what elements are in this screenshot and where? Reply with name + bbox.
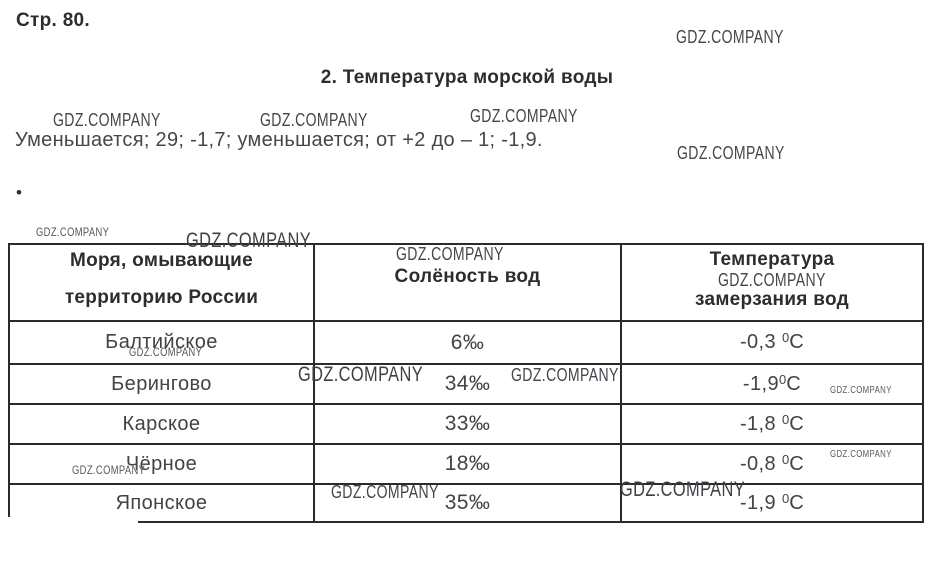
header-temperature-line2: замерзания вод xyxy=(694,289,850,310)
temperature-unit: C xyxy=(789,452,805,475)
salinity-cell: 34‰ xyxy=(313,363,622,405)
watermark: GDZ.COMPANY xyxy=(620,478,746,501)
salinity-cell: 6‰ xyxy=(313,320,622,365)
seas-table: Моря, омывающие территорию России Солёно… xyxy=(8,243,924,523)
salinity-cell: 18‰ xyxy=(313,443,622,485)
watermark: GDZ.COMPANY xyxy=(53,110,161,130)
sea-name-cell: Берингово xyxy=(8,363,315,405)
header-seas-line1: Моря, омывающие xyxy=(69,250,254,271)
bullet-point: • xyxy=(16,183,22,202)
table-row: Берингово 34‰ -1,90C xyxy=(8,363,924,405)
header-temperature: Температура замерзания вод xyxy=(620,243,924,322)
watermark: GDZ.COMPANY xyxy=(511,365,619,385)
header-salinity-line1: Солёность вод xyxy=(394,266,541,287)
temperature-cell: -0,3 0C xyxy=(620,320,924,365)
watermark: GDZ.COMPANY xyxy=(186,229,312,252)
temperature-degree-sup: 0 xyxy=(779,371,787,387)
table-row: Карское 33‰ -1,8 0C xyxy=(8,403,924,445)
temperature-degree-sup: 0 xyxy=(781,490,790,506)
header-salinity: Солёность вод xyxy=(313,243,622,322)
temperature-value: -0,8 xyxy=(739,452,782,475)
sea-name-cell: Японское xyxy=(8,483,315,523)
salinity-cell: 35‰ xyxy=(313,483,622,523)
temperature-value: -1,9 xyxy=(742,372,779,395)
answer-text: Уменьшается; 29; -1,7; уменьшается; от +… xyxy=(15,129,543,151)
watermark: GDZ.COMPANY xyxy=(470,106,578,126)
temperature-cell: -0,8 0C xyxy=(620,443,924,485)
temperature-unit: C xyxy=(789,331,805,353)
temperature-cell: -1,8 0C xyxy=(620,403,924,445)
temperature-cell: -1,9 0C xyxy=(620,483,924,523)
temperature-value: -1,9 xyxy=(739,491,782,514)
sea-name-cell: Балтийское xyxy=(8,320,315,365)
temperature-degree-sup: 0 xyxy=(781,451,790,467)
temperature-unit: C xyxy=(786,372,802,395)
table-border-gap xyxy=(8,517,138,526)
watermark: GDZ.COMPANY xyxy=(72,463,146,477)
watermark: GDZ.COMPANY xyxy=(396,244,504,264)
temperature-degree-sup: 0 xyxy=(781,411,790,427)
watermark: GDZ.COMPANY xyxy=(677,143,785,163)
watermark: GDZ.COMPANY xyxy=(718,270,826,290)
temperature-unit: C xyxy=(789,412,805,435)
watermark: GDZ.COMPANY xyxy=(830,385,892,396)
temperature-cell: -1,90C xyxy=(620,363,924,405)
temperature-degree-sup: 0 xyxy=(781,330,790,345)
header-seas-line2: территорию России xyxy=(64,287,259,308)
header-seas: Моря, омывающие территорию России xyxy=(8,243,315,322)
sea-name-cell: Чёрное xyxy=(8,443,315,485)
table-row: Балтийское 6‰ -0,3 0C xyxy=(8,320,924,365)
watermark: GDZ.COMPANY xyxy=(36,225,110,239)
temperature-value: -0,3 xyxy=(739,331,782,353)
watermark: GDZ.COMPANY xyxy=(331,482,439,502)
section-title: 2. Температура морской воды xyxy=(320,67,614,88)
table-header-row: Моря, омывающие территорию России Солёно… xyxy=(8,243,924,322)
sea-name-cell: Карское xyxy=(8,403,315,445)
table-row: Чёрное 18‰ -0,8 0C xyxy=(8,443,924,485)
header-temperature-line1: Температура xyxy=(709,249,835,270)
temperature-unit: C xyxy=(789,491,805,514)
watermark: GDZ.COMPANY xyxy=(260,110,368,130)
watermark: GDZ.COMPANY xyxy=(129,345,203,359)
watermark: GDZ.COMPANY xyxy=(298,363,424,386)
salinity-cell: 33‰ xyxy=(313,403,622,445)
page-number: Стр. 80. xyxy=(16,10,91,31)
watermark: GDZ.COMPANY xyxy=(830,449,892,460)
table-row: Японское 35‰ -1,9 0C xyxy=(8,483,924,523)
watermark: GDZ.COMPANY xyxy=(676,27,784,47)
temperature-value: -1,8 xyxy=(739,412,782,435)
